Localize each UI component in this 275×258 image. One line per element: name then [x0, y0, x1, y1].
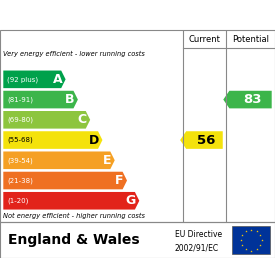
Polygon shape — [3, 111, 90, 129]
Text: 56: 56 — [197, 134, 216, 147]
Polygon shape — [3, 70, 66, 88]
Polygon shape — [3, 192, 139, 209]
Text: (92 plus): (92 plus) — [7, 76, 39, 83]
Text: (69-80): (69-80) — [7, 117, 34, 123]
Text: E: E — [103, 154, 111, 167]
Text: (39-54): (39-54) — [7, 157, 33, 164]
Text: A: A — [53, 73, 62, 86]
Text: (21-38): (21-38) — [7, 177, 33, 184]
Polygon shape — [3, 91, 78, 108]
Text: G: G — [126, 194, 136, 207]
Text: F: F — [115, 174, 124, 187]
Text: (55-68): (55-68) — [7, 137, 33, 143]
Text: Current: Current — [189, 35, 220, 44]
Polygon shape — [3, 172, 127, 189]
Polygon shape — [223, 91, 272, 108]
Text: Very energy efficient - lower running costs: Very energy efficient - lower running co… — [3, 50, 145, 57]
Polygon shape — [3, 151, 115, 169]
Text: Not energy efficient - higher running costs: Not energy efficient - higher running co… — [3, 213, 145, 219]
Text: (1-20): (1-20) — [7, 198, 29, 204]
Text: Potential: Potential — [232, 35, 269, 44]
Text: 83: 83 — [243, 93, 262, 106]
Text: C: C — [78, 113, 87, 126]
Bar — [232, 226, 270, 254]
Polygon shape — [180, 131, 223, 149]
Text: England & Wales: England & Wales — [8, 233, 140, 247]
Text: 2002/91/EC: 2002/91/EC — [175, 244, 219, 253]
Text: Energy Efficiency Rating: Energy Efficiency Rating — [37, 8, 238, 23]
Text: B: B — [65, 93, 75, 106]
Text: (81-91): (81-91) — [7, 96, 34, 103]
Text: EU Directive: EU Directive — [175, 230, 222, 239]
Text: D: D — [89, 134, 99, 147]
Polygon shape — [3, 131, 103, 149]
